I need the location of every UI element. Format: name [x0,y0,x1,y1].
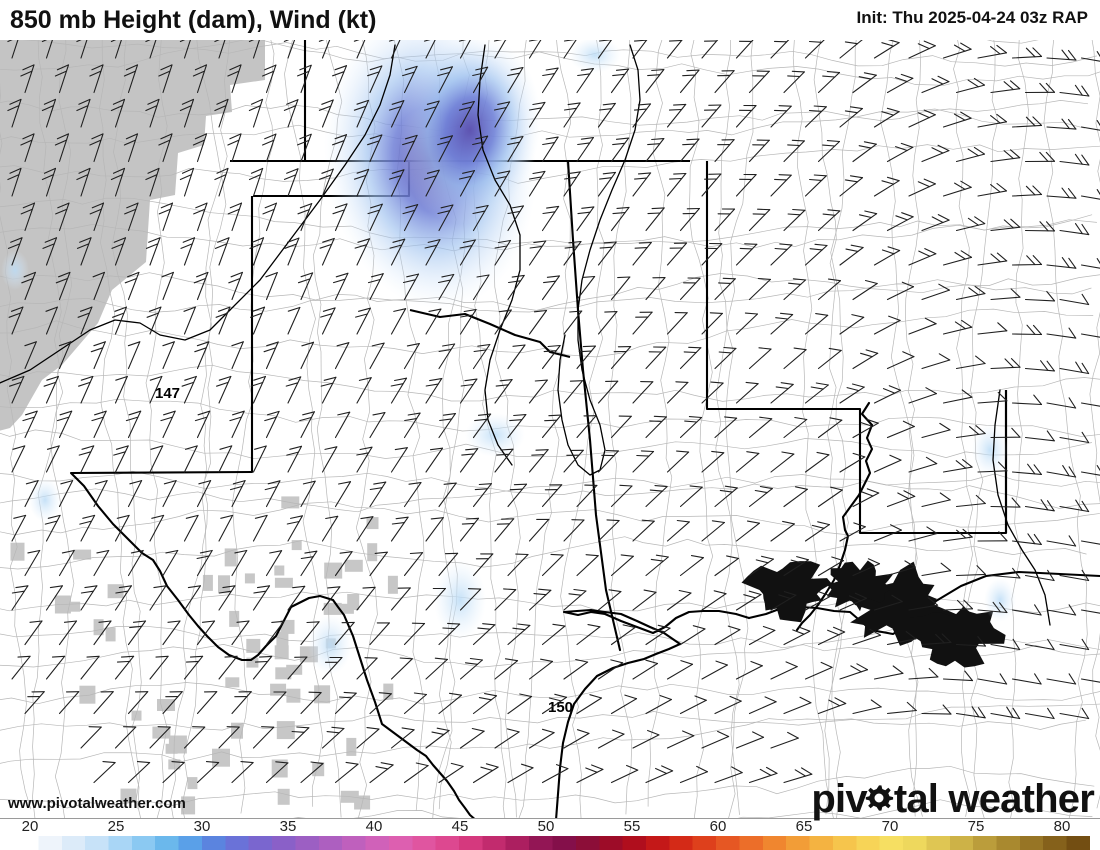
svg-text:147: 147 [155,385,180,402]
